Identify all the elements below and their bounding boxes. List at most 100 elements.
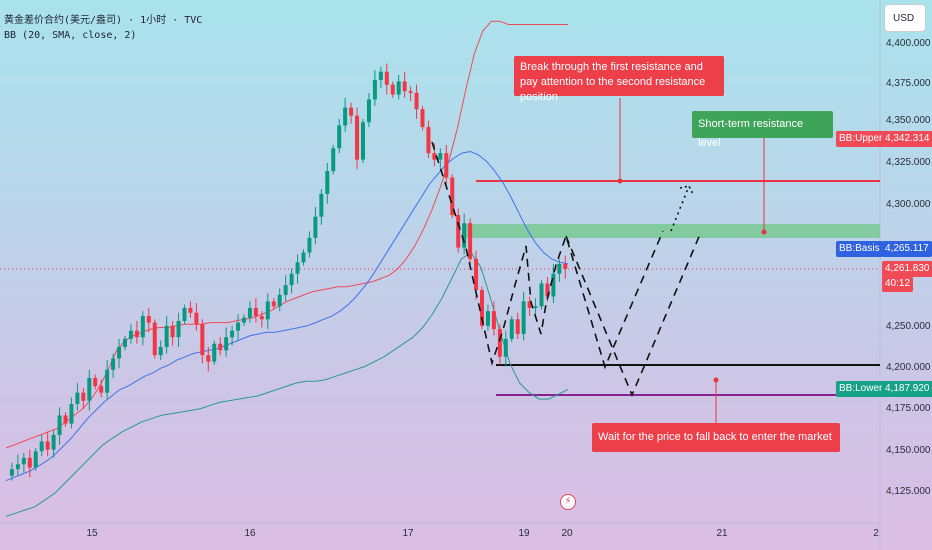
candle-body	[527, 301, 532, 308]
candle-body	[45, 441, 50, 450]
candle-body	[123, 338, 127, 348]
candle-body	[206, 355, 211, 362]
projection-path-b	[565, 231, 702, 398]
candle-body	[247, 307, 252, 318]
symbol-title[interactable]: 黄金差价合约(美元/盎司) · 1小时 · TVC	[4, 15, 203, 26]
candle-body	[105, 369, 110, 393]
candle-body	[9, 469, 14, 476]
candle-body	[420, 109, 425, 128]
annotation-short-term-resistance[interactable]: Short-term resistance level	[692, 111, 833, 149]
candle-body	[87, 377, 92, 401]
candle-body	[164, 325, 169, 348]
candle-body	[450, 177, 455, 216]
last-price-value: 4,261.830	[882, 261, 932, 277]
candle-body	[557, 263, 562, 274]
candle-body	[343, 107, 348, 126]
annotation-second-resistance[interactable]: Break through the first resistance and p…	[514, 56, 724, 103]
candle-body	[93, 377, 98, 387]
candle-body	[200, 324, 205, 356]
x-tick-label: 2	[873, 528, 879, 539]
candle-body	[444, 153, 449, 178]
candle-body	[81, 392, 86, 401]
candle-body	[271, 301, 276, 307]
candle-body	[33, 451, 38, 468]
candle-body	[503, 338, 508, 357]
bb-lower-band	[5, 251, 569, 517]
projection-path-a	[431, 141, 664, 370]
candle-body	[15, 464, 20, 470]
candle-body	[182, 307, 187, 321]
candle-body	[277, 294, 282, 307]
candle-body	[307, 237, 312, 253]
candle-body	[414, 92, 419, 110]
candle-body	[545, 283, 550, 297]
candle-body	[337, 125, 342, 149]
candle-body	[313, 216, 318, 238]
bb-upper-tag: BB:Upper	[836, 131, 886, 147]
candle-body	[349, 107, 354, 116]
candle-body	[117, 347, 122, 359]
y-tick-label: 4,325.000	[886, 157, 931, 168]
candle-body	[176, 320, 181, 338]
bb-basis-tag: BB:Basis	[836, 241, 883, 257]
candle-body	[491, 311, 496, 330]
candle-body	[259, 316, 264, 320]
candle-body	[485, 311, 490, 326]
annotation-wait-pullback[interactable]: Wait for the price to fall back to enter…	[592, 423, 840, 452]
candle-body	[236, 322, 241, 331]
candle-body	[319, 193, 324, 217]
x-tick-label: 16	[244, 528, 256, 539]
anchor-resistance	[617, 178, 623, 184]
candle-body	[289, 273, 294, 286]
candle-body	[99, 386, 104, 393]
projection-dotted	[670, 185, 690, 232]
currency-button[interactable]: USD	[884, 4, 926, 32]
candle-body	[497, 329, 502, 357]
y-tick-label: 4,300.000	[886, 199, 931, 210]
candle-body	[480, 289, 484, 326]
y-tick-label: 4,150.000	[886, 445, 931, 456]
candle-body	[158, 347, 163, 356]
candle-body	[152, 322, 157, 356]
candle-body	[224, 337, 229, 351]
candle-body	[509, 319, 514, 339]
candle-body	[402, 81, 407, 92]
bb-lower-tag: BB:Lower	[836, 381, 886, 397]
bb-lower-value: 4,187.920	[882, 381, 932, 397]
candle-body	[230, 330, 235, 338]
candle-body	[128, 330, 133, 339]
candle-body	[140, 316, 145, 338]
anchor-wait	[713, 377, 719, 383]
candle-body	[295, 262, 300, 274]
candle-body	[474, 259, 479, 290]
candle-body	[366, 99, 371, 123]
candle-body	[212, 343, 217, 362]
projection-arrowhead	[679, 185, 694, 195]
candle-body	[390, 84, 395, 95]
y-tick-label: 4,175.000	[886, 403, 931, 414]
bb-basis-band	[5, 150, 569, 482]
y-tick-label: 4,200.000	[886, 362, 931, 373]
candle-body	[331, 148, 336, 172]
candle-body	[301, 252, 306, 263]
candle-body	[533, 306, 538, 308]
y-tick-label: 4,400.000	[886, 38, 931, 49]
candle-body	[75, 392, 80, 405]
candle-body	[355, 115, 360, 160]
candle-body	[265, 301, 270, 320]
candle-body	[146, 316, 151, 323]
indicator-legend[interactable]: BB (20, SMA, close, 2)	[4, 30, 137, 41]
y-tick-label: 4,250.000	[886, 321, 931, 332]
candle-body	[515, 319, 520, 334]
candle-body	[456, 215, 461, 248]
candle-body	[372, 79, 377, 100]
candle-body	[468, 223, 473, 260]
candle-body	[563, 263, 568, 269]
flash-icon[interactable]: ⚡	[560, 494, 576, 510]
candle-body	[396, 81, 401, 95]
candle-body	[539, 283, 544, 307]
candle-body	[283, 285, 288, 295]
bollinger-bands	[5, 20, 569, 517]
candle-body	[462, 223, 467, 248]
